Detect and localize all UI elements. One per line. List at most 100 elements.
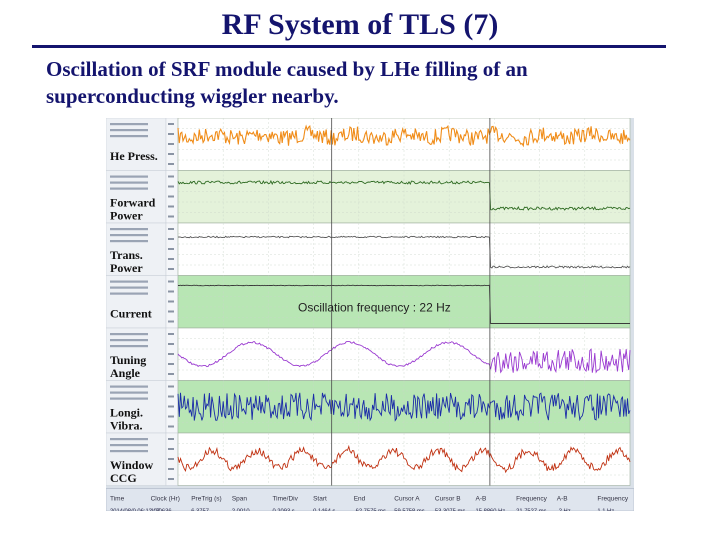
footer-header-2: Clock (Hr)	[151, 496, 180, 503]
axis-tick-7-4	[168, 468, 174, 470]
axis-tick-2-3	[168, 195, 174, 198]
axis-tick-4-3	[168, 300, 174, 303]
subtitle-line-1: Oscillation of SRF module caused by LHe …	[46, 57, 528, 81]
channel-label-2: Forward	[110, 196, 156, 210]
axis-tick-6-2	[168, 395, 174, 398]
axis-tick-4-4	[168, 310, 174, 313]
footer-value-11: 21.7527 ms	[516, 509, 546, 512]
channel-label-7: Window	[110, 458, 153, 472]
channel-readout-7-1	[110, 438, 148, 441]
footer-value-12: -2 Hz	[557, 509, 571, 512]
scope-footer-bar	[106, 488, 634, 511]
footer-value-8: 59.5758 ms	[394, 509, 424, 512]
axis-tick-7-2	[168, 448, 174, 450]
channel-readout-4-1	[110, 280, 148, 283]
channel-trace-3	[177, 235, 631, 269]
channel-label2-2: Power	[110, 209, 143, 223]
slide-subtitle: Oscillation of SRF module caused by LHe …	[46, 56, 686, 110]
axis-tick-7-5	[168, 478, 174, 480]
axis-tick-3-4	[168, 258, 174, 260]
oscillation-frequency-annotation: Oscillation frequency : 22 Hz	[298, 301, 451, 315]
channel-label2-5: Angle	[110, 366, 141, 380]
channel-readout-4-2	[110, 286, 148, 289]
footer-header-6: Start	[313, 496, 327, 503]
footer-header-3: PreTrig (s)	[191, 496, 221, 503]
channel-readout-1-1	[110, 123, 148, 126]
footer-value-7: -62.7575 ms	[354, 509, 386, 512]
footer-header-11: Frequency	[516, 496, 547, 503]
axis-tick-6-5	[168, 425, 174, 428]
channel-readout-3-2	[110, 234, 148, 237]
footer-header-7: End	[354, 496, 366, 503]
channel-info-6	[106, 380, 167, 434]
footer-value-13: 1.1 Hz	[597, 509, 614, 512]
axis-tick-7-3	[168, 458, 174, 460]
channel-readout-7-2	[110, 444, 148, 447]
footer-header-4: Span	[232, 496, 248, 503]
oscilloscope-plot: He Press.ForwardPowerTrans.PowerCurrentT…	[106, 118, 634, 511]
title-underline	[32, 45, 666, 48]
channel-trace-6	[177, 392, 631, 422]
footer-value-1: 2014/08/0 06:12 07	[110, 509, 160, 512]
channel-label-1: He Press.	[110, 149, 158, 163]
footer-header-9: Cursor B	[435, 496, 461, 503]
channel-readout-5-2	[110, 339, 148, 342]
channel-label2-3: Power	[110, 261, 143, 275]
channel-trace-5	[177, 341, 631, 374]
channel-label-4: Current	[110, 307, 152, 321]
channel-readout-1-3	[110, 135, 148, 138]
channel-readout-5-3	[110, 345, 148, 348]
slide-title: RF System of TLS (7)	[221, 8, 499, 41]
footer-value-5: 0.2093 s	[272, 509, 294, 512]
axis-tick-3-1	[168, 228, 174, 230]
axis-tick-2-4	[168, 205, 174, 208]
channel-readout-2-2	[110, 181, 148, 184]
axis-tick-6-3	[168, 405, 174, 408]
channel-trace-2	[177, 179, 631, 211]
axis-tick-4-1	[168, 280, 174, 283]
channel-readout-3-3	[110, 240, 148, 243]
axis-tick-3-2	[168, 238, 174, 240]
channel-readout-1-2	[110, 129, 148, 132]
channel-info-5	[106, 327, 167, 381]
axis-tick-1-3	[168, 143, 174, 145]
channel-readout-4-3	[110, 292, 148, 295]
channel-label-6: Longi.	[110, 406, 143, 420]
channel-readout-3-1	[110, 228, 148, 231]
footer-header-1: Time	[110, 496, 125, 503]
subtitle-line-2: superconducting wiggler nearby.	[46, 84, 339, 108]
axis-tick-5-1	[168, 333, 174, 335]
footer-value-4: 2.0010	[232, 509, 250, 512]
channel-label-5: Tuning	[110, 353, 146, 367]
channel-label2-7: CCG	[110, 471, 137, 485]
footer-value-3: 6.3757	[191, 509, 209, 512]
axis-tick-2-5	[168, 215, 174, 218]
footer-value-10: 15.8860 Hz	[476, 509, 506, 512]
footer-value-9: 53.3075 ms	[435, 509, 465, 512]
channel-readout-2-3	[110, 187, 148, 190]
footer-header-12: A-B	[557, 496, 568, 503]
axis-tick-4-5	[168, 320, 174, 323]
oscilloscope-screenshot: He Press. Forward Power Trans. Power Current T…	[106, 118, 634, 511]
axis-tick-3-5	[168, 268, 174, 270]
axis-tick-6-1	[168, 385, 174, 388]
channel-label-3: Trans.	[110, 248, 143, 262]
channel-trace-1	[177, 124, 631, 148]
channel-readout-5-1	[110, 333, 148, 336]
axis-tick-2-2	[168, 185, 174, 188]
axis-tick-5-5	[168, 373, 174, 375]
axis-tick-5-3	[168, 353, 174, 355]
axis-tick-1-5	[168, 163, 174, 165]
channel-readout-6-1	[110, 385, 148, 388]
channel-readout-6-2	[110, 391, 148, 394]
footer-header-5: Time/Div	[272, 496, 298, 503]
axis-tick-5-4	[168, 363, 174, 365]
footer-header-10: A-B	[476, 496, 487, 503]
footer-value-2: 1:20636	[151, 509, 172, 512]
axis-tick-1-1	[168, 123, 174, 125]
footer-header-8: Cursor A	[394, 496, 420, 503]
channel-readout-2-1	[110, 175, 148, 178]
axis-tick-1-4	[168, 153, 174, 155]
channel-readout-6-3	[110, 397, 148, 400]
axis-tick-1-2	[168, 133, 174, 135]
